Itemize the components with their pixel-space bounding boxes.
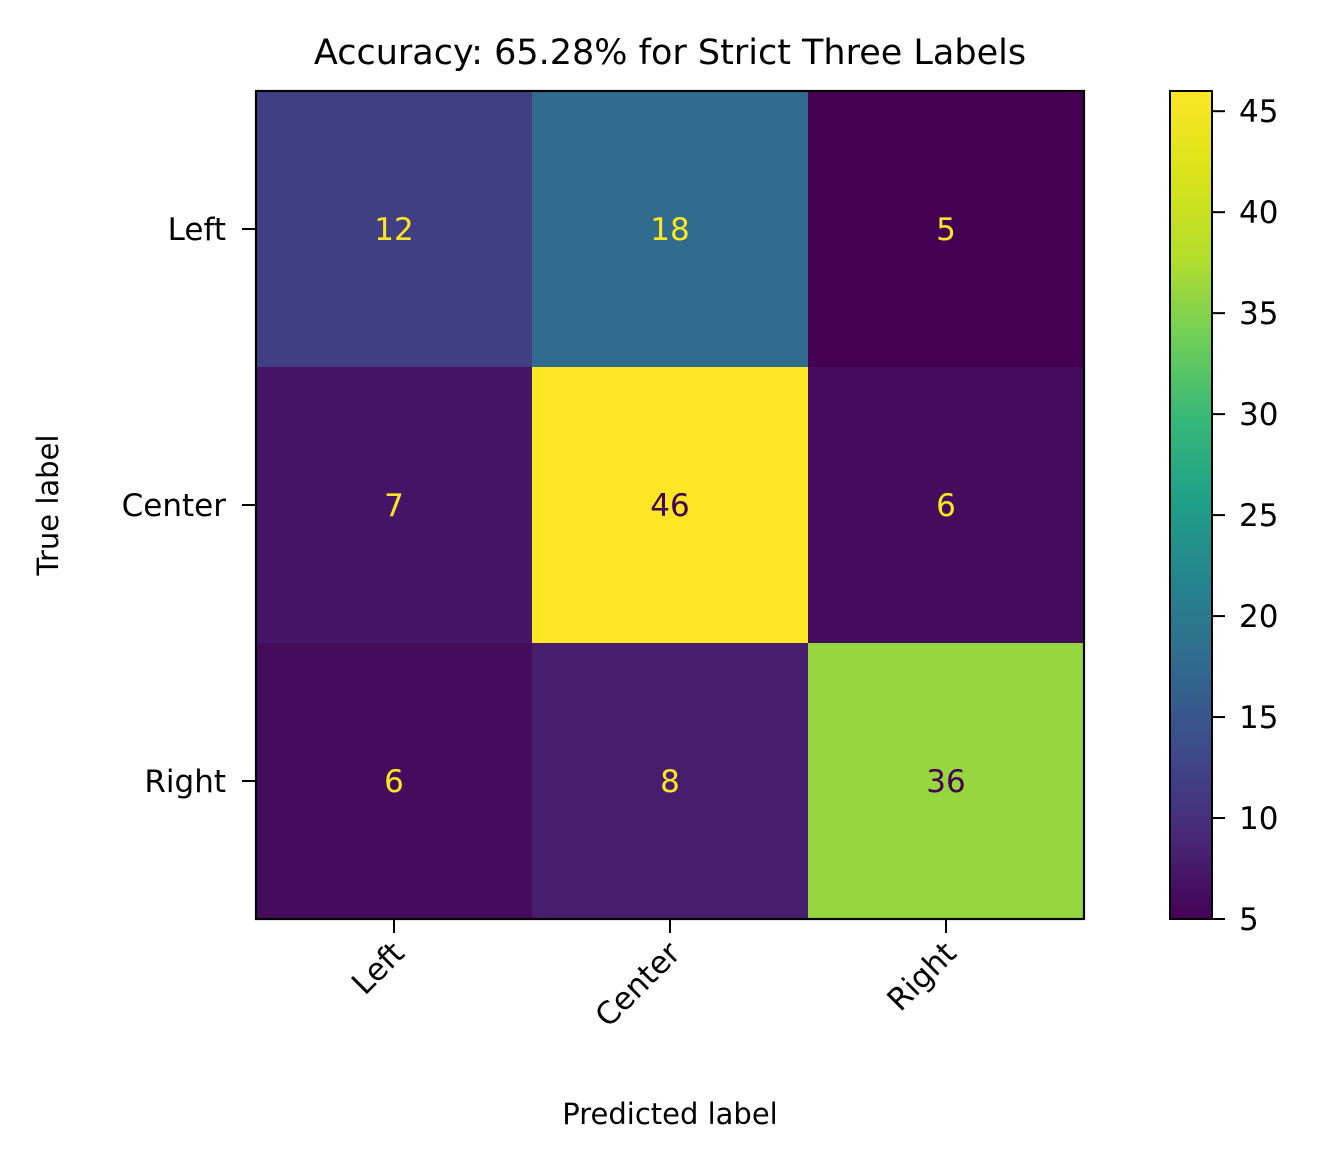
colorbar-tick-label: 20 [1239, 599, 1278, 635]
x-tick-label: Right [880, 935, 963, 1018]
colorbar-tick-label: 25 [1239, 498, 1278, 534]
y-tick-label: Center [122, 488, 227, 524]
colorbar-tick-label: 10 [1239, 801, 1278, 837]
colorbar-tick-label: 45 [1239, 94, 1278, 130]
matrix-cell [808, 643, 1085, 920]
matrix-cell [256, 91, 533, 368]
cell-value-label: 6 [384, 764, 404, 800]
x-axis-ticks: Left Center Right [345, 919, 964, 1034]
colorbar [1169, 90, 1213, 920]
matrix-cells [256, 91, 1085, 920]
cell-value-label: 8 [660, 764, 680, 800]
colorbar-tick-label: 15 [1239, 700, 1278, 736]
y-axis-ticks: Left Center Right [122, 212, 256, 800]
colorbar-tick-label: 35 [1239, 296, 1278, 332]
matrix-cell [808, 91, 1085, 368]
x-tick-label: Center [588, 935, 687, 1034]
cell-value-label: 6 [936, 488, 956, 524]
y-tick-label: Left [168, 212, 226, 248]
y-tick-label: Right [144, 764, 226, 800]
x-tick-label: Left [345, 935, 412, 1002]
colorbar-tick-label: 30 [1239, 397, 1278, 433]
colorbar-tick-label: 5 [1239, 902, 1259, 938]
matrix-cell [256, 643, 533, 920]
cell-value-label: 5 [936, 212, 956, 248]
y-axis-label: True label [31, 435, 65, 577]
matrix-cell [256, 367, 533, 644]
matrix-cell [532, 367, 809, 644]
cell-value-label: 18 [650, 212, 689, 248]
matrix-cell-labels: 12 18 5 7 46 6 6 8 36 [374, 212, 965, 800]
matrix-cell [532, 91, 809, 368]
cell-value-label: 7 [384, 488, 404, 524]
matrix-cell [808, 367, 1085, 644]
matrix-cell [532, 643, 809, 920]
cell-value-label: 36 [926, 764, 965, 800]
colorbar-ticks: 5 10 15 20 25 30 35 40 45 [1212, 94, 1278, 938]
chart-title: Accuracy: 65.28% for Strict Three Labels [314, 33, 1026, 73]
cell-value-label: 12 [374, 212, 413, 248]
colorbar-tick-label: 40 [1239, 195, 1278, 231]
cell-value-label: 46 [650, 488, 689, 524]
x-axis-label: Predicted label [562, 1097, 778, 1131]
